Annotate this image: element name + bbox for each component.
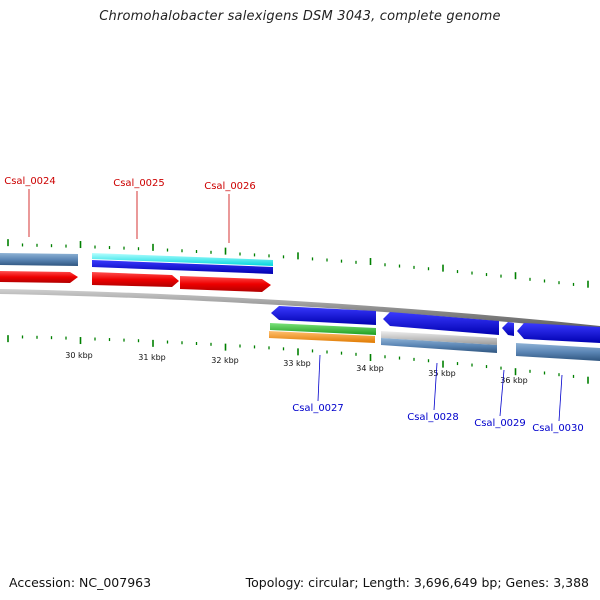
cds-forward-arrow [0, 271, 78, 283]
cds-reverse-arrow [383, 312, 499, 335]
genome-backbone [0, 289, 600, 331]
tick-ring-upper [7, 239, 589, 288]
cds-reverse-arrow [517, 323, 600, 343]
scale-labels: 30 kbp 31 kbp 32 kbp 33 kbp 34 kbp 35 kb… [65, 351, 528, 385]
scale-label: 30 kbp [65, 351, 93, 360]
locus-label: Csal_0030 [532, 423, 584, 434]
top-locus-labels: Csal_0024 Csal_0025 Csal_0026 [4, 176, 256, 243]
cds-reverse-arrow [502, 322, 514, 336]
scale-label: 33 kbp [283, 359, 311, 368]
accession-text: Accession: NC_007963 [9, 575, 152, 590]
label-leader [499, 369, 505, 417]
locus-label: Csal_0029 [474, 418, 526, 429]
locus-label: Csal_0024 [4, 176, 56, 187]
locus-label: Csal_0028 [407, 412, 459, 423]
feature-band [0, 253, 78, 266]
bottom-locus-labels: Csal_0027 Csal_0028 Csal_0029 Csal_0030 [292, 354, 584, 434]
feature-band [269, 331, 375, 343]
genome-summary-text: Topology: circular; Length: 3,696,649 bp… [245, 575, 589, 590]
locus-label: Csal_0026 [204, 181, 256, 192]
feature-band [381, 338, 497, 353]
outer-feature-ring [0, 253, 273, 292]
feature-band [381, 331, 497, 345]
feature-band [270, 323, 376, 335]
cds-reverse-arrow [271, 306, 376, 325]
label-leader [558, 374, 563, 422]
locus-label: Csal_0025 [113, 178, 165, 189]
label-leader [433, 362, 438, 411]
scale-label: 31 kbp [138, 353, 166, 362]
locus-label: Csal_0027 [292, 403, 344, 414]
tick-ring-lower [7, 335, 589, 384]
feature-band [516, 343, 600, 361]
feature-band [92, 253, 273, 266]
label-leader [317, 354, 321, 402]
scale-label: 34 kbp [356, 364, 384, 373]
feature-band [92, 260, 273, 274]
cds-forward-arrow [180, 276, 271, 292]
scale-label: 32 kbp [211, 356, 239, 365]
inner-feature-ring [269, 306, 600, 361]
cds-forward-arrow [92, 272, 179, 287]
scale-label: 35 kbp [428, 369, 456, 378]
scale-label: 36 kbp [500, 376, 528, 385]
map-title: Chromohalobacter salexigens DSM 3043, co… [99, 9, 501, 24]
